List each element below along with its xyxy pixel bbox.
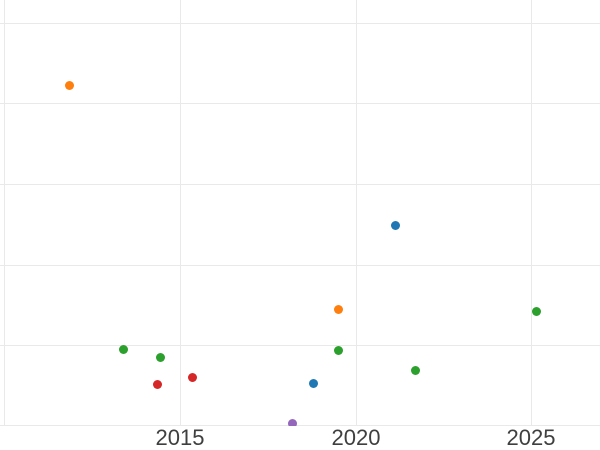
data-point-green bbox=[118, 344, 128, 354]
x-tick-label: 2020 bbox=[331, 425, 381, 450]
horizontal-gridline bbox=[0, 265, 600, 266]
plot-area bbox=[0, 0, 600, 426]
data-point-purple bbox=[288, 419, 298, 426]
data-point-blue bbox=[391, 221, 401, 231]
data-point-orange bbox=[334, 305, 344, 315]
x-tick-label: 2025 bbox=[506, 425, 556, 450]
data-point-green bbox=[411, 365, 421, 375]
horizontal-gridline bbox=[0, 23, 600, 24]
horizontal-gridline bbox=[0, 425, 600, 426]
horizontal-gridline bbox=[0, 184, 600, 185]
data-point-blue bbox=[309, 378, 319, 388]
vertical-gridline bbox=[180, 0, 181, 426]
x-axis: 2015 2020 2025 bbox=[0, 426, 600, 450]
horizontal-gridline bbox=[0, 103, 600, 104]
vertical-gridline bbox=[356, 0, 357, 426]
data-point-red bbox=[153, 379, 163, 389]
data-point-green bbox=[334, 345, 344, 355]
vertical-gridline bbox=[4, 0, 5, 426]
data-point-green bbox=[156, 352, 166, 362]
vertical-gridline bbox=[531, 0, 532, 426]
horizontal-gridline bbox=[0, 345, 600, 346]
data-point-green bbox=[532, 306, 542, 316]
x-tick-label: 2015 bbox=[155, 425, 205, 450]
data-point-red bbox=[188, 373, 198, 383]
data-point-orange bbox=[65, 81, 75, 91]
